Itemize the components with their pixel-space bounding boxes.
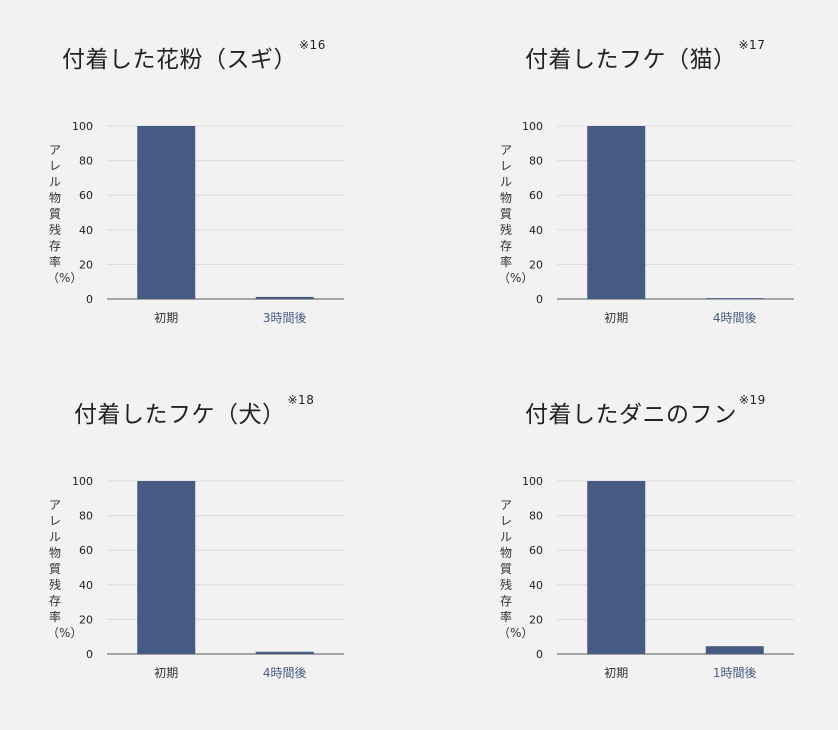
chart-title: 付着したフケ（猫）※17 [525,38,766,74]
y-tick-label: 0 [536,648,543,661]
y-tick-label: 80 [529,510,543,523]
y-tick-label: 40 [79,224,93,237]
chart-title-text: 付着した花粉（スギ） [62,47,297,73]
bar [137,126,196,299]
footnote-mark: ※18 [287,393,315,407]
bar-chart: 0 20 40 60 80 100 初期 1時間後 [522,475,794,680]
y-tick-label: 40 [79,579,93,592]
y-tick-label: 60 [529,189,543,202]
x-category-label: 4時間後 [263,666,307,680]
y-tick-label: 60 [529,544,543,557]
bar [255,296,314,299]
y-tick-label: 0 [86,648,93,661]
y-tick-label: 0 [536,293,543,306]
y-tick-label: 80 [79,155,93,168]
y-tick-label: 20 [79,258,93,271]
footnote-mark: ※17 [738,38,766,52]
y-tick-label: 20 [529,258,543,271]
y-tick-label: 80 [529,155,543,168]
chart-title-text: 付着したダニのフン [525,402,737,428]
footnote-mark: ※19 [738,393,766,407]
y-tick-label: 0 [86,293,93,306]
y-tick-label: 60 [79,544,93,557]
bar [587,126,646,299]
bar [705,646,764,654]
bar [137,481,196,654]
y-tick-label: 100 [522,120,543,133]
y-tick-label: 100 [522,475,543,488]
y-tick-label: 20 [529,613,543,626]
y-tick-label: 40 [529,579,543,592]
chart-title-text: 付着したフケ（犬） [74,402,286,428]
x-category-label: 初期 [154,311,178,325]
y-tick-label: 100 [72,120,93,133]
bar [255,651,314,654]
bar [587,481,646,654]
chart-panel-mite-feces: 付着したダニのフン※19 アレル物質残存率（%） 0 20 40 60 80 100 初期 1… [419,355,838,710]
chart-title: 付着したダニのフン※19 [525,393,766,429]
bar [705,298,764,300]
bar-chart: 0 20 40 60 80 100 初期 4時間後 [522,120,794,325]
y-tick-label: 100 [72,475,93,488]
y-tick-label: 40 [529,224,543,237]
bar-chart: 0 20 40 60 80 100 初期 4時間後 [72,475,344,680]
y-tick-label: 80 [79,510,93,523]
chart-panel-cat-dander: 付着したフケ（猫）※17 アレル物質残存率（%） 0 20 40 60 80 100 初期 4… [419,0,838,355]
x-category-label: 初期 [604,311,628,325]
x-category-label: 3時間後 [263,311,307,325]
x-category-label: 4時間後 [713,311,757,325]
chart-panel-cedar-pollen: 付着した花粉（スギ）※16 アレル物質残存率（%） 0 20 40 60 80 100 初期… [0,0,419,355]
chart-panel-dog-dander: 付着したフケ（犬）※18 アレル物質残存率（%） 0 20 40 60 80 100 初期 4… [0,355,419,710]
x-category-label: 初期 [604,666,628,680]
y-tick-label: 20 [79,613,93,626]
x-category-label: 初期 [154,666,178,680]
chart-title: 付着したフケ（犬）※18 [74,393,315,429]
x-category-label: 1時間後 [713,666,757,680]
chart-title: 付着した花粉（スギ）※16 [62,38,326,74]
footnote-mark: ※16 [299,38,326,52]
bar-chart: 0 20 40 60 80 100 初期 3時間後 [72,120,344,325]
chart-title-text: 付着したフケ（猫） [525,47,737,73]
y-tick-label: 60 [79,189,93,202]
